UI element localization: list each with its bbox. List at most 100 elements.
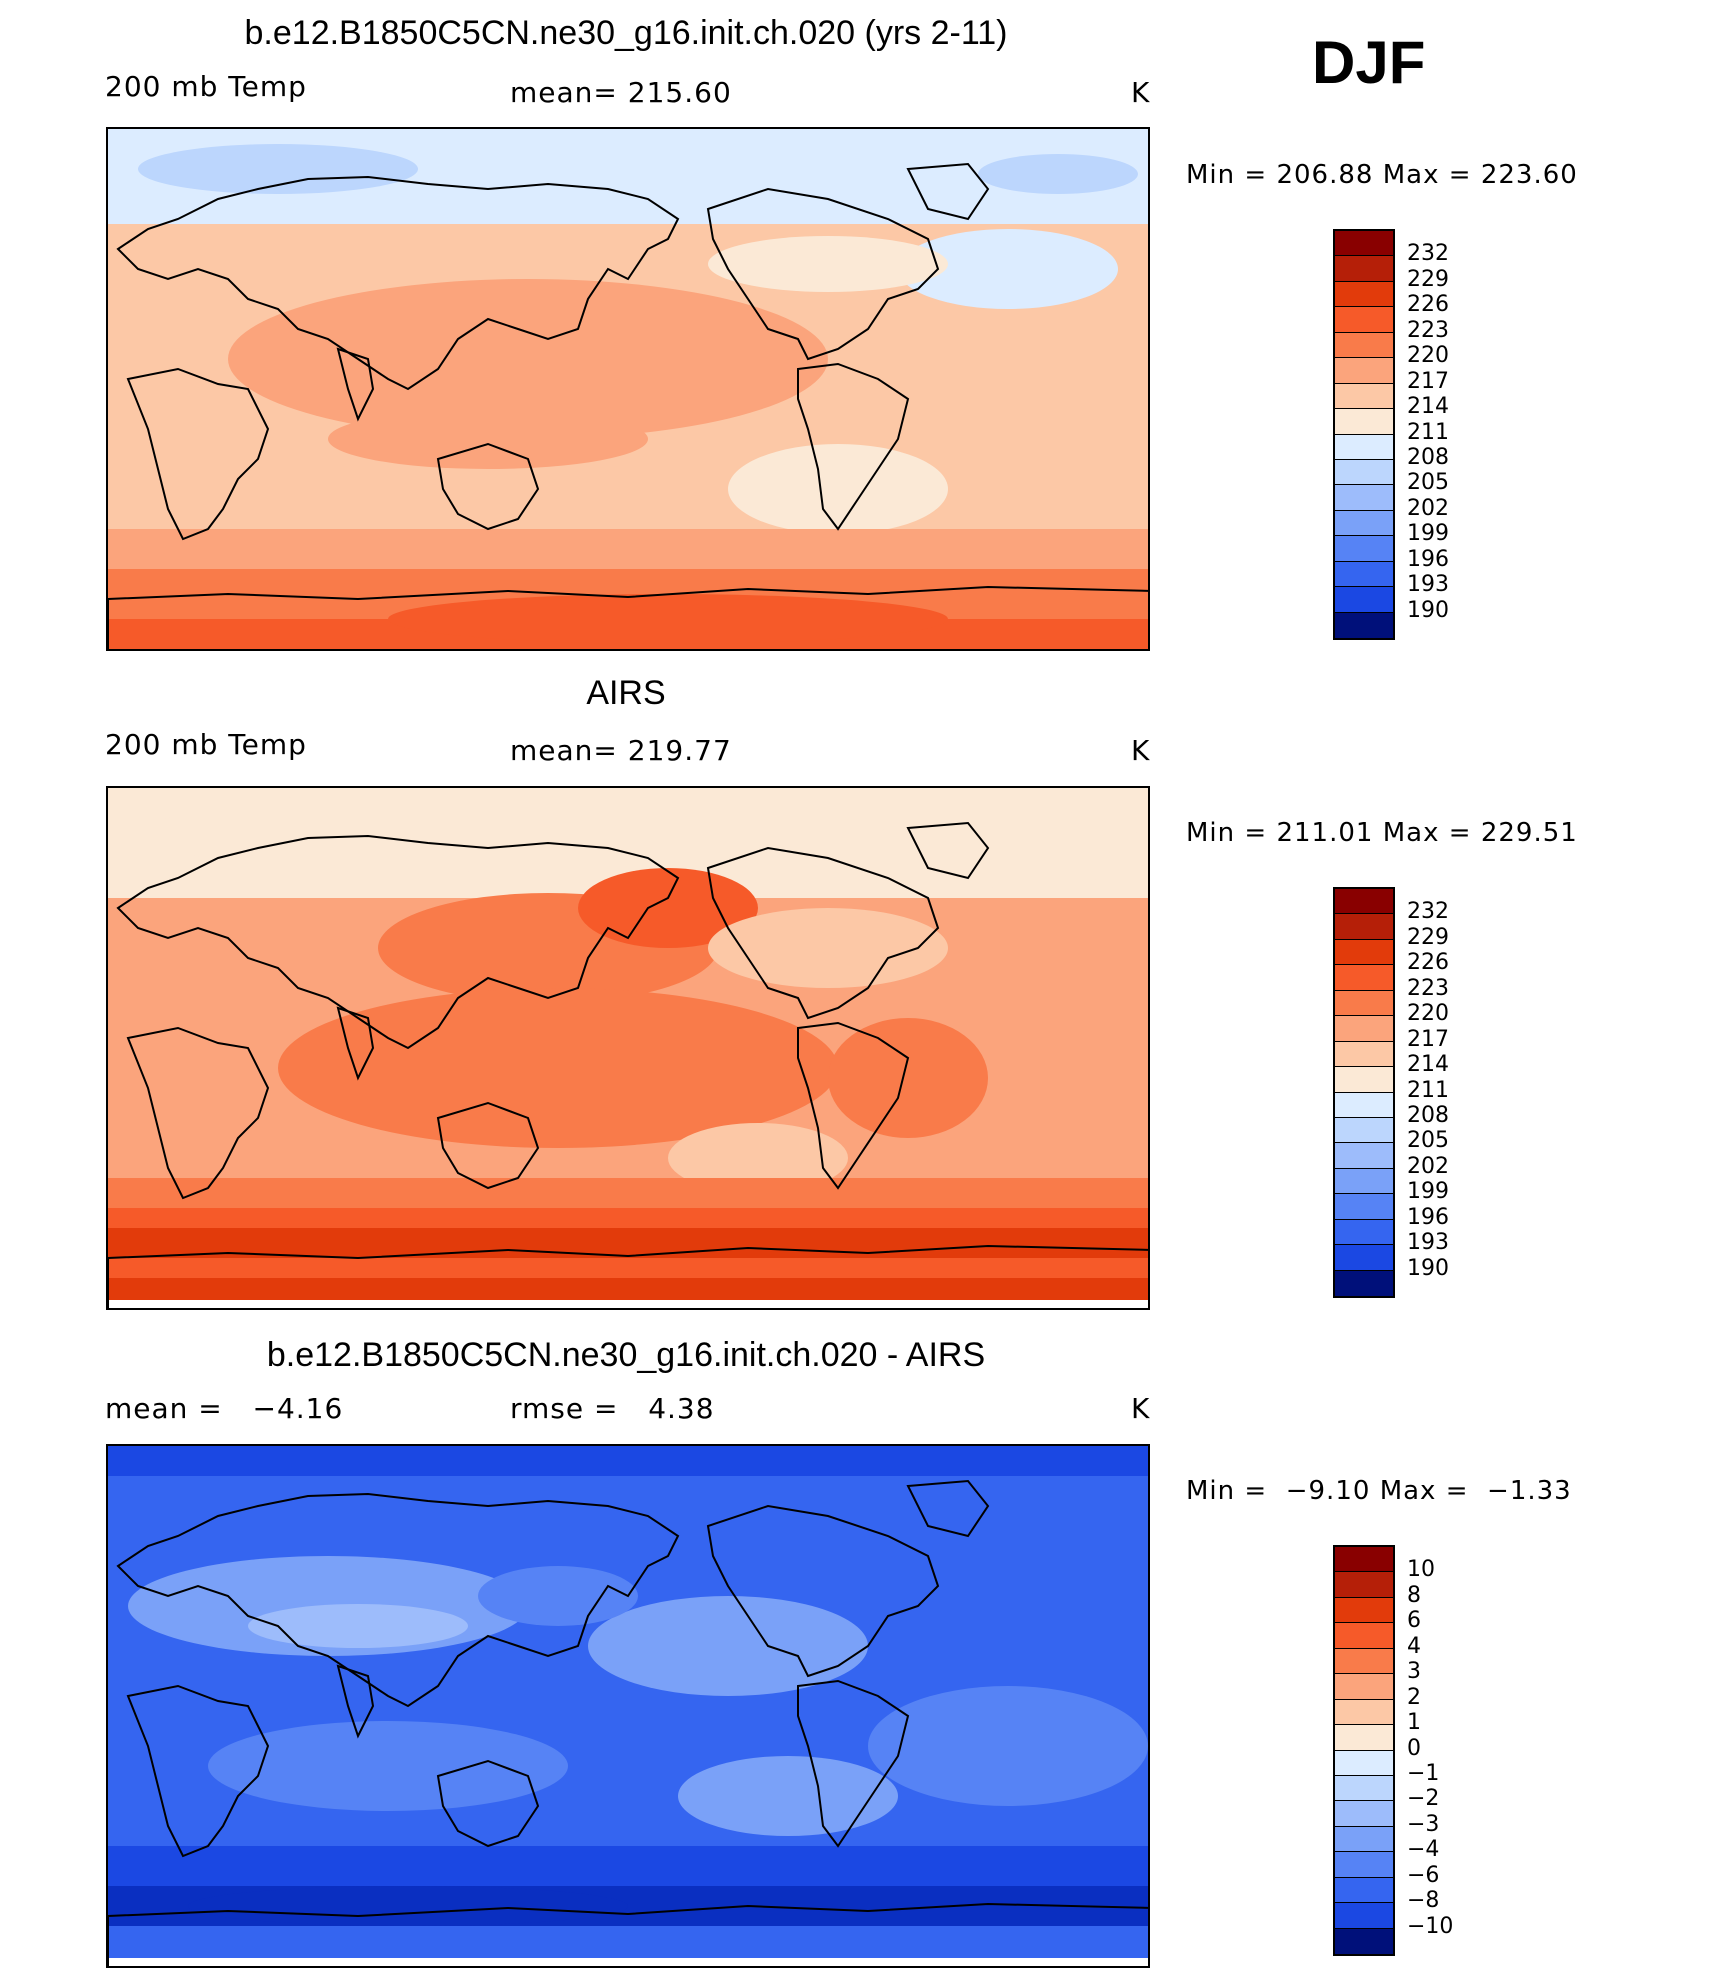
panel-2-min-value: 211.01 bbox=[1276, 818, 1374, 848]
colorbar-swatch bbox=[1335, 510, 1393, 537]
colorbar-swatch bbox=[1335, 939, 1393, 966]
colorbar-level-label: 217 bbox=[1407, 1026, 1449, 1052]
colorbar-swatch bbox=[1335, 1903, 1393, 1929]
coastlines bbox=[108, 821, 1148, 1308]
colorbar-swatch bbox=[1335, 561, 1393, 588]
coastline-path bbox=[126, 1684, 270, 1858]
panel-3-min-value: −9.10 bbox=[1285, 1476, 1371, 1506]
colorbar-level-label: 202 bbox=[1407, 495, 1449, 521]
panel-1-min-label: Min bbox=[1186, 160, 1236, 190]
coastline-path bbox=[108, 1244, 1148, 1308]
colorbar-level-label: 232 bbox=[1407, 241, 1449, 267]
panel-3-rmse: rmse = 4.38 bbox=[510, 1392, 715, 1425]
coastline-path bbox=[436, 442, 540, 531]
panel-1-units: K bbox=[1131, 76, 1151, 109]
panel-1-variable-label: 200 mb Temp bbox=[105, 70, 307, 103]
panel-3-map bbox=[106, 1444, 1150, 1968]
colorbar-level-label: 211 bbox=[1407, 419, 1449, 445]
colorbar-swatch bbox=[1335, 1572, 1393, 1598]
coastline-path bbox=[116, 1492, 680, 1708]
colorbar-level-label: −3 bbox=[1407, 1811, 1440, 1837]
coastline-path bbox=[797, 362, 910, 531]
colorbar-level-label: 196 bbox=[1407, 546, 1449, 572]
colorbar-level-label: 223 bbox=[1407, 975, 1449, 1001]
colorbar-swatch bbox=[1335, 1143, 1393, 1169]
panel-2-mean-value: 219.77 bbox=[627, 734, 732, 767]
panel-1-title: b.e12.B1850C5CN.ne30_g16.init.ch.020 (yr… bbox=[244, 14, 1008, 52]
colorbar-level-label: 0 bbox=[1407, 1735, 1421, 1761]
panel-2-title: AIRS bbox=[586, 674, 666, 712]
colorbar-swatch bbox=[1335, 612, 1393, 638]
colorbar-swatch bbox=[1335, 1801, 1393, 1827]
coastline-path bbox=[706, 846, 940, 1020]
coastline-path bbox=[336, 1664, 375, 1739]
colorbar-level-label: −6 bbox=[1407, 1862, 1440, 1888]
colorbar-swatch bbox=[1335, 536, 1393, 562]
colorbar-swatch bbox=[1335, 889, 1393, 915]
colorbar-swatch bbox=[1335, 1852, 1393, 1878]
colorbar-swatch bbox=[1335, 1750, 1393, 1776]
colorbar-swatch bbox=[1335, 1194, 1393, 1220]
colorbar-level-label: 205 bbox=[1407, 1128, 1449, 1154]
panel-1-max-value: 223.60 bbox=[1480, 160, 1578, 190]
coastline-path bbox=[906, 1479, 990, 1538]
colorbar-swatch bbox=[1335, 1168, 1393, 1195]
colorbar-swatch bbox=[1335, 1623, 1393, 1649]
colorbar-level-label: 190 bbox=[1407, 597, 1449, 623]
colorbar-level-label: 190 bbox=[1407, 1255, 1449, 1281]
colorbar-level-label: 193 bbox=[1407, 572, 1449, 598]
colorbar-swatch bbox=[1335, 1067, 1393, 1093]
coastline-path bbox=[706, 187, 940, 361]
panel-2-max-value: 229.51 bbox=[1480, 818, 1578, 848]
coastlines bbox=[108, 1479, 1148, 1966]
panel-1-mean-label: mean= bbox=[510, 76, 618, 109]
panel-3-max-value: −1.33 bbox=[1487, 1476, 1572, 1506]
colorbar-swatch bbox=[1335, 1041, 1393, 1068]
colorbar-level-label: 8 bbox=[1407, 1582, 1421, 1608]
panel-3-rmse-label: rmse = bbox=[510, 1392, 619, 1425]
colorbar-level-label: 220 bbox=[1407, 1001, 1449, 1027]
coastline-path bbox=[906, 162, 990, 221]
panel-2-variable-label: 200 mb Temp bbox=[105, 728, 307, 761]
colorbar-swatch bbox=[1335, 1547, 1393, 1573]
colorbar-swatch bbox=[1335, 256, 1393, 282]
panel-3-mean-value: −4.16 bbox=[252, 1392, 344, 1425]
panel-1-mean-value: 215.60 bbox=[627, 76, 732, 109]
colorbar-swatch bbox=[1335, 990, 1393, 1017]
panel-2-colorbar bbox=[1333, 887, 1395, 1298]
colorbar-swatch bbox=[1335, 332, 1393, 359]
coastline-path bbox=[336, 347, 375, 422]
colorbar-level-label: 2 bbox=[1407, 1684, 1421, 1710]
panel-2-map bbox=[106, 786, 1150, 1310]
coastline-path bbox=[436, 1101, 540, 1190]
colorbar-swatch bbox=[1335, 358, 1393, 384]
coastline-path bbox=[797, 1679, 910, 1848]
colorbar-level-label: 196 bbox=[1407, 1204, 1449, 1230]
coastlines bbox=[108, 162, 1148, 649]
panel-1-mean: mean= 215.60 bbox=[510, 76, 732, 109]
colorbar-swatch bbox=[1335, 1270, 1393, 1296]
coastline-path bbox=[336, 1006, 375, 1081]
panel-3-minmax: Min = −9.10 Max = −1.33 bbox=[1186, 1476, 1572, 1506]
colorbar-swatch bbox=[1335, 281, 1393, 308]
colorbar-level-label: 1 bbox=[1407, 1710, 1421, 1736]
season-label: DJF bbox=[1312, 29, 1426, 96]
coastline-path bbox=[126, 367, 270, 541]
coastline-path bbox=[436, 1759, 540, 1848]
colorbar-level-label: 6 bbox=[1407, 1608, 1421, 1634]
coastline-path bbox=[116, 175, 680, 391]
colorbar-swatch bbox=[1335, 1725, 1393, 1751]
coastline-path bbox=[906, 821, 990, 880]
panel-1-minmax: Min = 206.88 Max = 223.60 bbox=[1186, 160, 1578, 190]
panel-1-colorbar bbox=[1333, 229, 1395, 640]
colorbar-level-label: 211 bbox=[1407, 1077, 1449, 1103]
panel-3-colorbar bbox=[1333, 1545, 1395, 1956]
colorbar-level-label: 208 bbox=[1407, 1102, 1449, 1128]
panel-3-mean: mean = −4.16 bbox=[105, 1392, 343, 1425]
colorbar-swatch bbox=[1335, 434, 1393, 460]
colorbar-swatch bbox=[1335, 1648, 1393, 1675]
colorbar-level-label: 232 bbox=[1407, 899, 1449, 925]
colorbar-swatch bbox=[1335, 1775, 1393, 1802]
panel-3-mean-label: mean = bbox=[105, 1392, 223, 1425]
panel-1-min-value: 206.88 bbox=[1276, 160, 1374, 190]
